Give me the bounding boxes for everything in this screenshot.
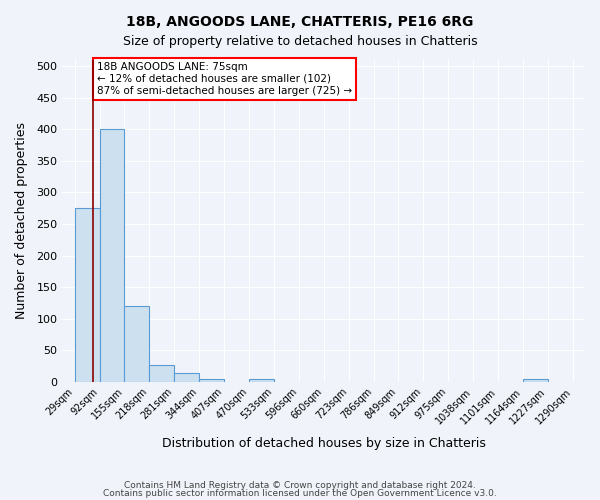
Text: 18B, ANGOODS LANE, CHATTERIS, PE16 6RG: 18B, ANGOODS LANE, CHATTERIS, PE16 6RG (127, 15, 473, 29)
Bar (249, 378, 274, 382)
X-axis label: Distribution of detached houses by size in Chatteris: Distribution of detached houses by size … (162, 437, 485, 450)
Y-axis label: Number of detached properties: Number of detached properties (15, 122, 28, 320)
Bar (149, 364, 174, 382)
Text: 18B ANGOODS LANE: 75sqm
← 12% of detached houses are smaller (102)
87% of semi-d: 18B ANGOODS LANE: 75sqm ← 12% of detache… (97, 62, 352, 96)
Bar (124, 306, 149, 382)
Bar (199, 378, 224, 382)
Bar (75, 208, 100, 382)
Text: Contains HM Land Registry data © Crown copyright and database right 2024.: Contains HM Land Registry data © Crown c… (124, 481, 476, 490)
Bar (523, 378, 548, 382)
Bar (100, 130, 124, 382)
Text: Contains public sector information licensed under the Open Government Licence v3: Contains public sector information licen… (103, 488, 497, 498)
Bar (174, 373, 199, 382)
Text: Size of property relative to detached houses in Chatteris: Size of property relative to detached ho… (122, 35, 478, 48)
